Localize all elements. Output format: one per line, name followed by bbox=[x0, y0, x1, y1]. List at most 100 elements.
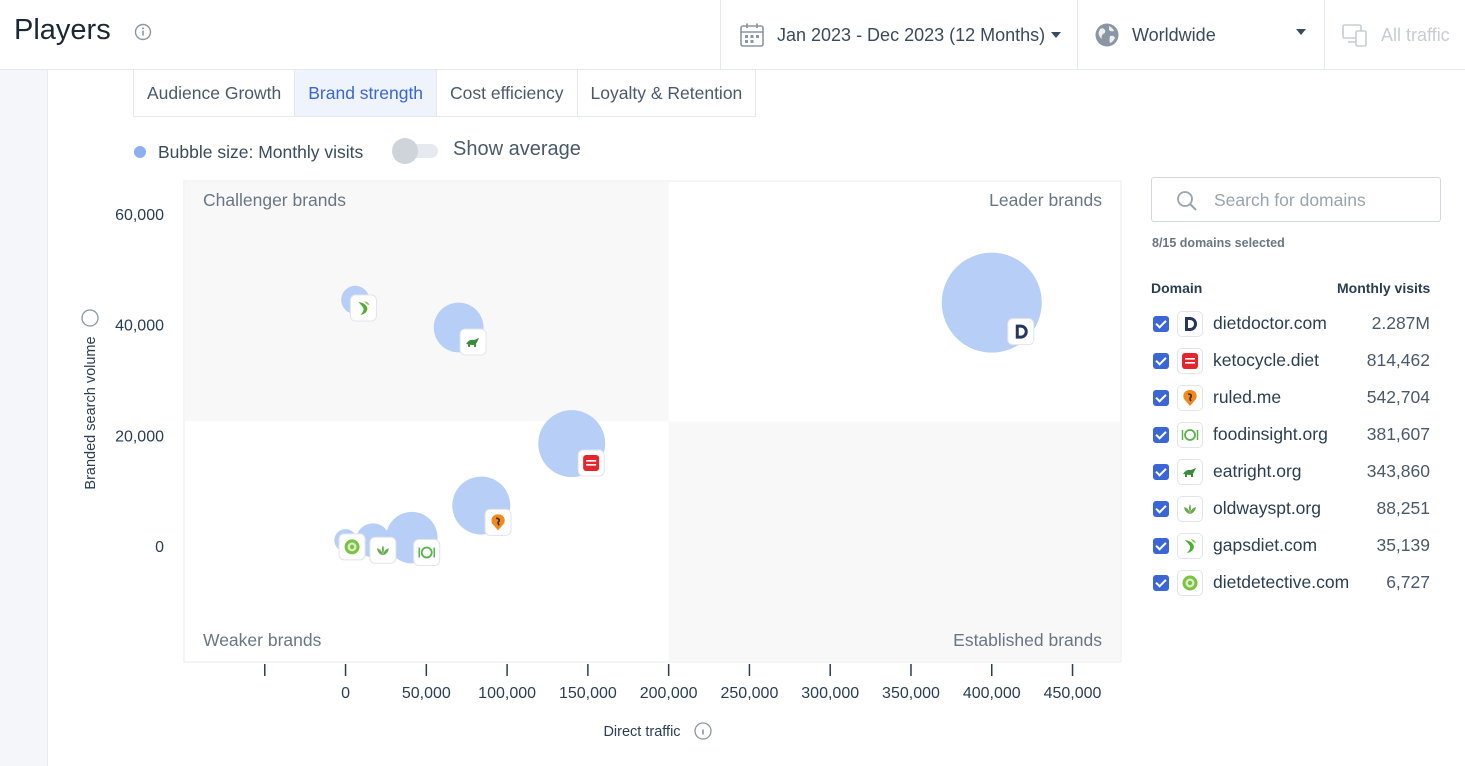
checkbox[interactable] bbox=[1153, 389, 1169, 406]
bubble-badge bbox=[413, 539, 441, 567]
checkbox[interactable] bbox=[1153, 537, 1169, 554]
quadrant-label-established: Established brands bbox=[953, 630, 1102, 650]
tab-loyalty-retention[interactable]: Loyalty & Retention bbox=[590, 82, 743, 103]
page-header: Players Jan 2023 - Dec 2023 (12 Months) … bbox=[0, 0, 1465, 70]
bubble-badge bbox=[484, 508, 512, 536]
domain-row[interactable]: eatright.org 343,860 bbox=[1151, 453, 1433, 490]
quadrant-established bbox=[668, 421, 1120, 661]
x-tick-label: 250,000 bbox=[721, 685, 779, 702]
bubble-size-legend: Bubble size: Monthly visits bbox=[158, 142, 364, 162]
domain-row[interactable]: oldwayspt.org 88,251 bbox=[1151, 490, 1433, 527]
bubble-badge bbox=[577, 449, 605, 477]
checkbox[interactable] bbox=[1153, 500, 1169, 517]
chevron-down-icon bbox=[1051, 32, 1062, 38]
domain-search[interactable] bbox=[1151, 177, 1441, 222]
devices-icon bbox=[1342, 24, 1367, 47]
y-tick-label: 20,000 bbox=[115, 428, 164, 445]
tab-brand-strength[interactable]: Brand strength bbox=[295, 70, 438, 116]
bubble-badge bbox=[349, 294, 377, 322]
domain-name: ruled.me bbox=[1213, 387, 1282, 407]
y-axis-title: Branded search volume bbox=[83, 336, 99, 489]
info-icon bbox=[81, 309, 99, 327]
dietdetective-icon bbox=[344, 539, 360, 555]
region-selector[interactable]: Worldwide bbox=[1077, 0, 1324, 70]
info-icon[interactable] bbox=[134, 23, 152, 41]
date-range-label: Jan 2023 - Dec 2023 (12 Months) bbox=[777, 24, 1046, 45]
ketocycle-icon bbox=[1177, 347, 1203, 374]
gapsdiet-icon bbox=[1177, 532, 1203, 559]
x-tick-label: 100,000 bbox=[478, 685, 536, 702]
domain-visits: 343,860 bbox=[1366, 461, 1430, 481]
bubble-badge bbox=[459, 328, 487, 356]
calendar-icon bbox=[740, 23, 764, 47]
domain-row[interactable]: ketocycle.diet 814,462 bbox=[1151, 342, 1433, 379]
domain-row[interactable]: foodinsight.org 381,607 bbox=[1151, 416, 1433, 453]
domain-row[interactable]: ruled.me 542,704 bbox=[1151, 379, 1433, 416]
x-axis-title: Direct traffic bbox=[603, 724, 680, 740]
ketocycle-icon bbox=[583, 455, 600, 472]
domain-name: eatright.org bbox=[1213, 461, 1302, 481]
y-tick-label: 40,000 bbox=[115, 318, 164, 335]
foodinsight-icon bbox=[418, 546, 435, 559]
region-label: Worldwide bbox=[1132, 24, 1216, 45]
dietdetective-icon bbox=[1177, 569, 1203, 596]
left-sidebar-strip bbox=[0, 70, 48, 766]
domain-visits: 35,139 bbox=[1376, 535, 1430, 555]
domain-visits: 814,462 bbox=[1366, 350, 1430, 370]
traffic-selector[interactable]: All traffic bbox=[1324, 0, 1465, 70]
domain-visits: 542,704 bbox=[1366, 387, 1430, 407]
column-header-visits: Monthly visits bbox=[1337, 280, 1431, 296]
brand-strength-chart: Challenger brands Leader brands Weaker bra… bbox=[81, 180, 1122, 740]
info-icon bbox=[694, 722, 712, 740]
tab-audience-growth[interactable]: Audience Growth bbox=[134, 70, 296, 116]
quadrant-label-leader: Leader brands bbox=[989, 190, 1102, 210]
x-tick-label: 200,000 bbox=[640, 685, 698, 702]
checkbox[interactable] bbox=[1153, 574, 1169, 591]
dietdoctor-icon bbox=[1015, 324, 1028, 339]
checkbox[interactable] bbox=[1153, 315, 1169, 332]
domain-name: dietdetective.com bbox=[1213, 572, 1350, 592]
checkbox[interactable] bbox=[1153, 426, 1169, 443]
show-average-label: Show average bbox=[453, 138, 581, 160]
quadrant-challenger bbox=[185, 182, 669, 422]
domain-visits: 2.287M bbox=[1371, 313, 1430, 333]
domain-list: dietdoctor.com 2.287M ketocycle.diet 814… bbox=[1151, 305, 1433, 601]
x-tick-label: 50,000 bbox=[402, 685, 451, 702]
info-icon-glyph bbox=[702, 729, 704, 735]
bubble-legend-dot bbox=[134, 146, 146, 158]
y-tick-label: 0 bbox=[155, 539, 164, 556]
x-tick-label: 400,000 bbox=[963, 685, 1021, 702]
domain-name: ketocycle.diet bbox=[1213, 350, 1320, 370]
analysis-tabs: Audience Growth Brand strength Cost effi… bbox=[133, 70, 757, 117]
domain-name: gapsdiet.com bbox=[1213, 535, 1318, 555]
foodinsight-icon bbox=[1177, 421, 1203, 448]
domain-name: dietdoctor.com bbox=[1213, 313, 1327, 333]
x-tick-label: 150,000 bbox=[559, 685, 617, 702]
ruledme-icon bbox=[1177, 384, 1203, 411]
checkbox[interactable] bbox=[1153, 352, 1169, 369]
tab-cost-efficiency[interactable]: Cost efficiency bbox=[437, 70, 578, 116]
bubble-badge bbox=[369, 536, 397, 564]
eatright-icon bbox=[466, 337, 480, 347]
domain-row[interactable]: dietdoctor.com 2.287M bbox=[1151, 305, 1433, 342]
globe-icon bbox=[1095, 23, 1119, 47]
search-input[interactable] bbox=[1214, 186, 1429, 214]
gapsdiet-icon bbox=[358, 301, 370, 316]
toggle-knob bbox=[392, 138, 418, 164]
selected-count: 8/15 domains selected bbox=[1152, 236, 1285, 250]
domain-row[interactable]: dietdetective.com 6,727 bbox=[1151, 564, 1433, 601]
domain-name: foodinsight.org bbox=[1213, 424, 1328, 444]
search-icon bbox=[1177, 191, 1197, 211]
page-title: Players bbox=[14, 14, 111, 46]
date-range-picker[interactable]: Jan 2023 - Dec 2023 (12 Months) bbox=[720, 0, 1077, 70]
eatright-icon bbox=[1177, 458, 1203, 485]
x-tick-label: 450,000 bbox=[1044, 685, 1102, 702]
quadrant-label-challenger: Challenger brands bbox=[203, 190, 346, 210]
x-tick-label: 300,000 bbox=[801, 685, 859, 702]
bubble-badge bbox=[1007, 318, 1035, 346]
checkbox[interactable] bbox=[1153, 463, 1169, 480]
show-average-toggle[interactable] bbox=[392, 138, 438, 164]
chevron-down-icon bbox=[1296, 29, 1306, 35]
traffic-label: All traffic bbox=[1381, 24, 1450, 45]
domain-row[interactable]: gapsdiet.com 35,139 bbox=[1151, 527, 1433, 564]
